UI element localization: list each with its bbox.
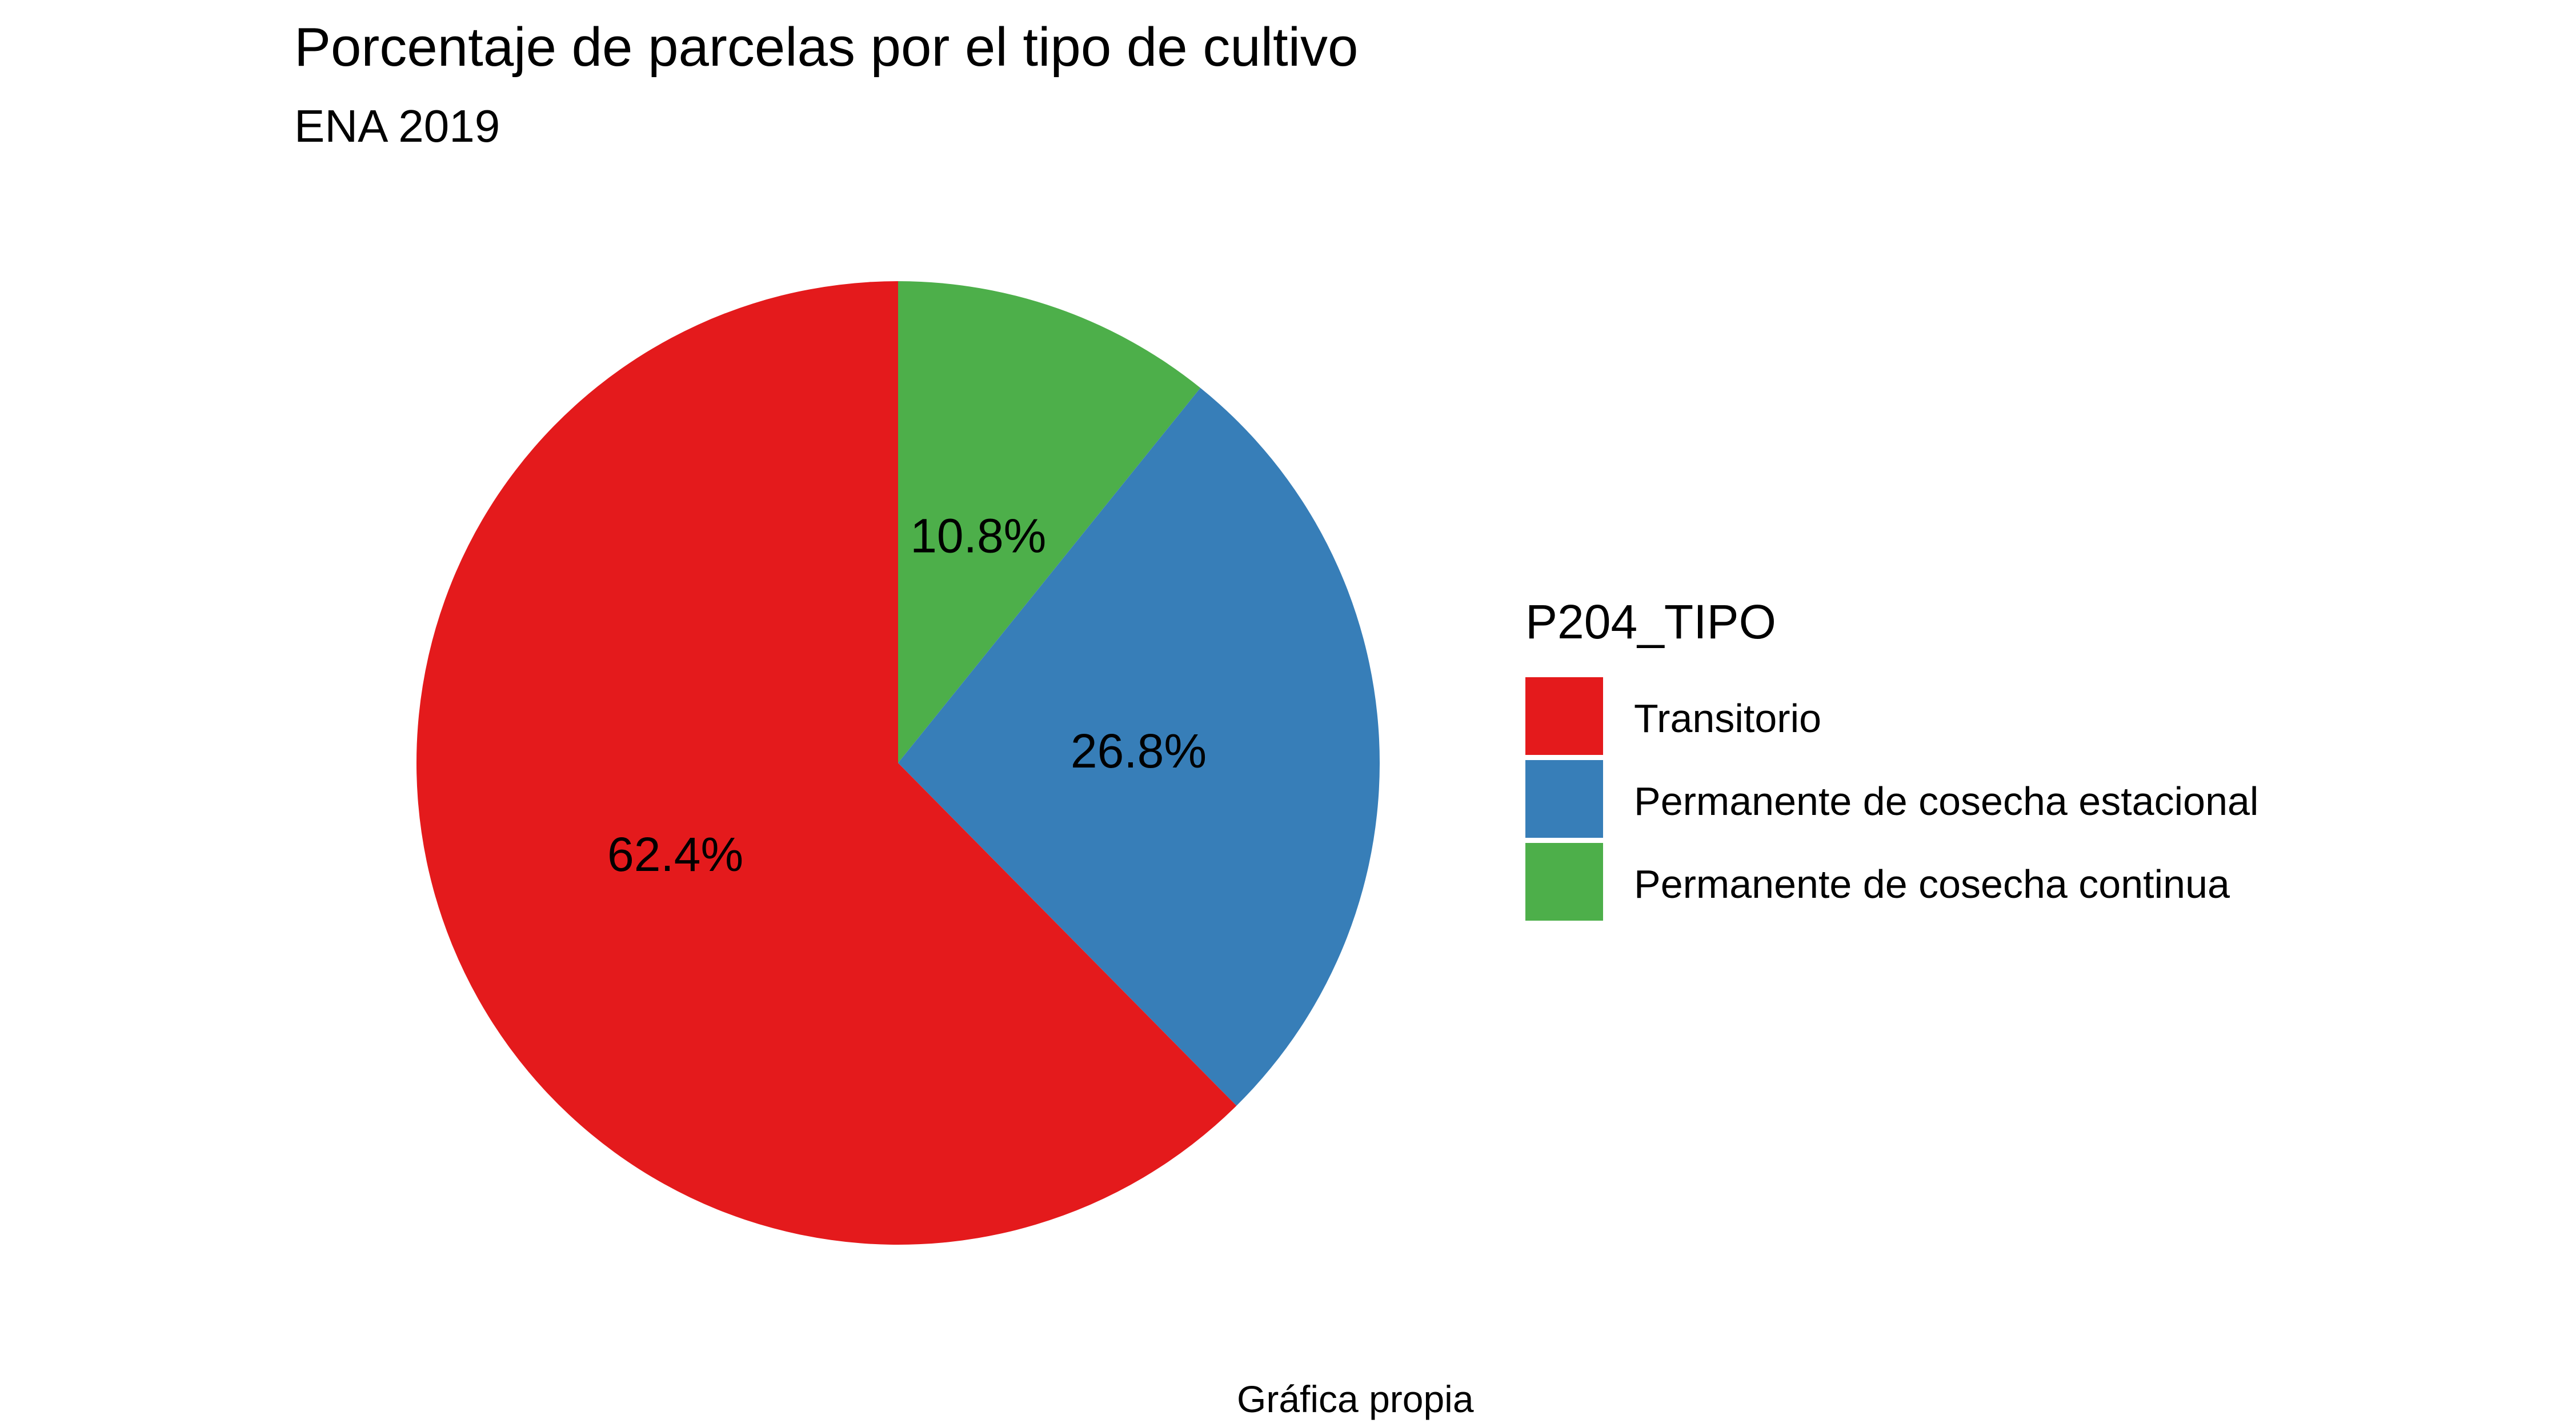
slice-label: 62.4%: [607, 828, 743, 881]
pie-slice: [898, 387, 1380, 1106]
legend-swatch: [1525, 677, 1603, 755]
legend-swatch: [1525, 843, 1603, 921]
pie-slice: [898, 281, 1201, 763]
chart-caption: Gráfica propia: [1237, 1378, 1474, 1420]
slice-label: 10.8%: [910, 509, 1046, 563]
chart-title: Porcentaje de parcelas por el tipo de cu…: [294, 17, 1359, 78]
legend-label: Permanente de cosecha estacional: [1634, 779, 2259, 824]
legend-swatch: [1525, 760, 1603, 838]
slice-label: 26.8%: [1071, 724, 1207, 778]
chart-subtitle: ENA 2019: [294, 101, 500, 151]
legend-label: Transitorio: [1634, 696, 1822, 741]
pie-slice: [416, 281, 1237, 1245]
legend-label: Permanente de cosecha continua: [1634, 862, 2230, 906]
legend-title: P204_TIPO: [1525, 595, 1776, 649]
